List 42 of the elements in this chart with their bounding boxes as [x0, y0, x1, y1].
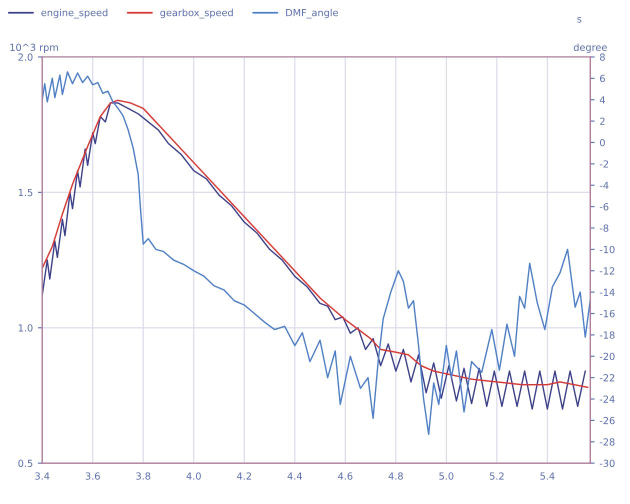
y2-tick-label: -2 — [600, 160, 608, 168]
y-tick-label: 1.5 — [18, 188, 32, 196]
y2-tick-label: 6 — [600, 74, 605, 82]
x-tick-label: 3.6 — [86, 472, 100, 480]
x-tick-label: 5.0 — [439, 472, 454, 480]
y2-tick-label: 0 — [600, 138, 605, 146]
y2-tick-label: -26 — [600, 416, 615, 424]
y2-tick-label: 8 — [600, 53, 605, 61]
y2-tick-label: -18 — [600, 331, 615, 339]
x-axis-title: s — [577, 16, 582, 23]
x-tick-label: 4.6 — [338, 472, 352, 480]
y2-tick-label: -4 — [600, 182, 608, 189]
legend-label: gearbox_speed — [160, 8, 233, 18]
y2-tick-label: 2 — [600, 118, 605, 125]
x-tick-label: 4.0 — [186, 472, 201, 480]
x-tick-label: 3.8 — [136, 472, 150, 480]
y2-tick-label: -30 — [600, 460, 615, 468]
y2-tick-label: -20 — [600, 352, 615, 360]
y2-axis-title: degree — [574, 43, 607, 53]
y-tick-label: 0.5 — [18, 460, 32, 468]
legend-label: engine_speed — [41, 8, 108, 18]
x-tick-label: 4.4 — [288, 472, 302, 480]
y2-tick-label: -12 — [600, 267, 614, 274]
y2-tick-label: -10 — [600, 246, 615, 254]
x-tick-label: 5.4 — [540, 472, 555, 480]
x-tick-label: 3.4 — [35, 472, 50, 480]
y-axis-title: 10^3 rpm — [10, 44, 58, 53]
y2-tick-label: -22 — [600, 374, 614, 382]
line-series — [42, 71, 590, 436]
y2-tick-label: -16 — [600, 310, 615, 318]
y2-tick-label: -28 — [600, 438, 615, 446]
y-tick-label: 1.0 — [18, 324, 33, 332]
x-tick-label: 5.2 — [490, 472, 504, 480]
legend-label: DMF_angle — [286, 8, 338, 18]
x-tick-label: 4.8 — [388, 472, 403, 480]
y2-tick-label: -6 — [600, 203, 608, 210]
y2-tick-label: -8 — [600, 224, 608, 232]
y-tick-label: 2.0 — [18, 53, 33, 61]
y2-tick-label: -24 — [600, 396, 615, 403]
y2-tick-label: 4 — [600, 96, 605, 104]
y2-tick-label: -14 — [600, 288, 615, 296]
x-tick-label: 4.2 — [237, 472, 252, 480]
